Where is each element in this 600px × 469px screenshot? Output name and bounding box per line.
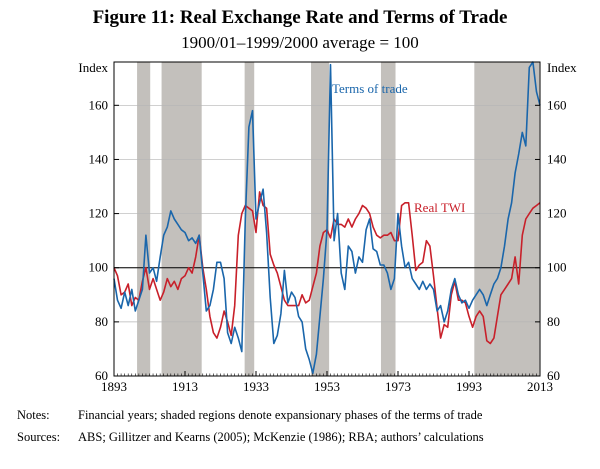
notes-row: Notes: Financial years; shaded regions d… (17, 408, 484, 430)
y-tick-label-left: 100 (89, 260, 109, 275)
y-tick-label-left: 120 (89, 206, 109, 221)
y-tick-label-left: 80 (95, 314, 108, 329)
y-axis-label-right: Index (547, 60, 577, 75)
grid (114, 104, 540, 323)
series-label-real-twi: Real TWI (414, 200, 465, 215)
notes-key: Notes: (17, 408, 50, 422)
sources-text: ABS; Gillitzer and Kearns (2005); McKenz… (78, 430, 484, 444)
shaded-period-0 (137, 62, 151, 376)
shaded-period-4 (380, 62, 396, 376)
x-tick-label: 1893 (101, 379, 127, 394)
y-tick-label-left: 140 (89, 151, 109, 166)
notes-text: Financial years; shaded regions denote e… (78, 408, 483, 422)
chart-subtitle: 1900/01–1999/2000 average = 100 (181, 33, 419, 52)
shaded-period-3 (311, 62, 330, 376)
shaded-period-2 (244, 62, 255, 376)
y-tick-label-right: 160 (547, 97, 567, 112)
axis-ticks: 60 60 80 80 100 100 120 120 140 140 160 160 1893 1913… (89, 97, 567, 394)
series-line-terms-of-trade (113, 61, 541, 375)
series-lines (113, 61, 541, 375)
chart-title: Figure 11: Real Exchange Rate and Terms … (92, 7, 508, 28)
y-axis-label-left: Index (78, 60, 108, 75)
y-tick-label-right: 120 (547, 206, 567, 221)
x-tick-label: 1953 (314, 379, 340, 394)
y-tick-label-right: 60 (547, 368, 560, 383)
y-tick-label-right: 100 (547, 260, 567, 275)
shaded-period-5 (474, 62, 540, 376)
y-tick-label-right: 80 (547, 314, 560, 329)
series-label-terms-of-trade: Terms of trade (332, 81, 408, 96)
y-tick-label-left: 60 (95, 368, 108, 383)
x-tick-label: 1913 (172, 379, 198, 394)
x-tick-label: 1973 (385, 379, 411, 394)
y-tick-label-left: 160 (89, 97, 109, 112)
x-tick-label: 2013 (527, 379, 553, 394)
x-tick-label: 1993 (456, 379, 482, 394)
sources-key: Sources: (17, 430, 61, 444)
footnotes: Notes: Financial years; shaded regions d… (17, 408, 484, 452)
shaded-period-1 (161, 62, 202, 376)
sources-row: Sources: ABS; Gillitzer and Kearns (2005… (17, 430, 484, 452)
x-tick-label: 1933 (243, 379, 269, 394)
y-tick-label-right: 140 (547, 151, 567, 166)
